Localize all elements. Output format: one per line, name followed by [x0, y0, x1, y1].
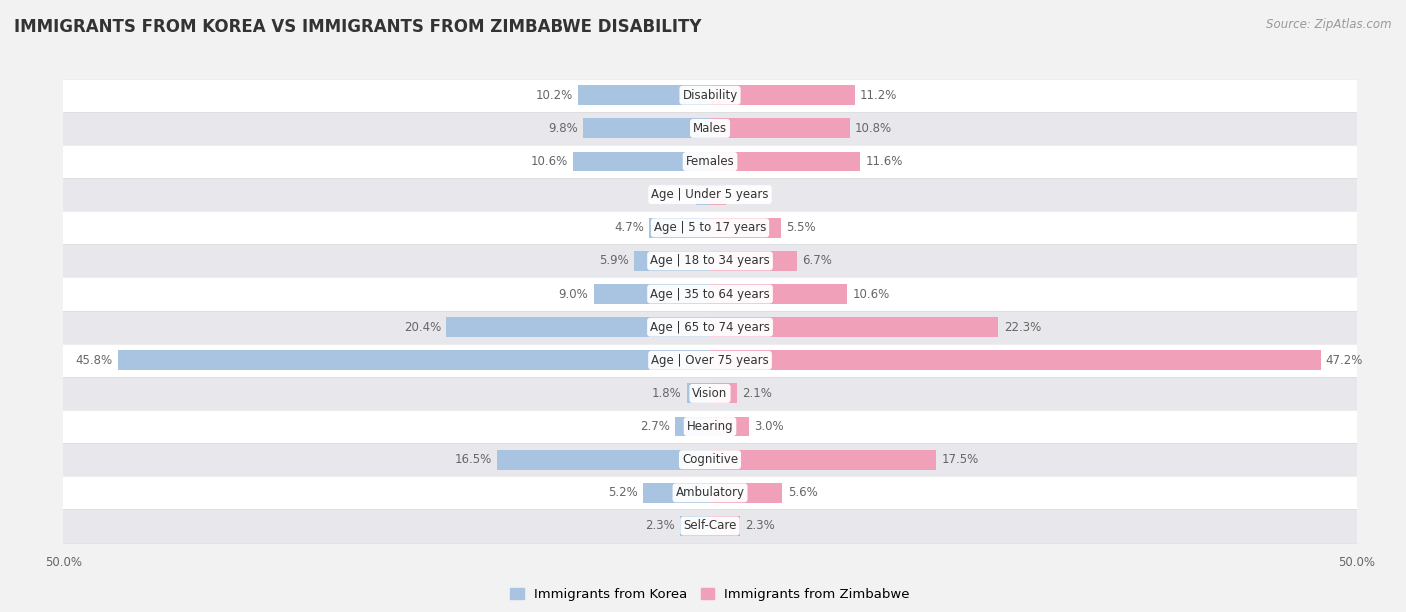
Text: Self-Care: Self-Care	[683, 520, 737, 532]
Text: 10.6%: 10.6%	[852, 288, 890, 300]
Text: Age | 65 to 74 years: Age | 65 to 74 years	[650, 321, 770, 334]
Text: 6.7%: 6.7%	[801, 255, 832, 267]
Bar	[686, 384, 710, 403]
Bar	[710, 384, 737, 403]
Text: Disability: Disability	[682, 89, 738, 102]
Text: Vision: Vision	[692, 387, 728, 400]
Text: Females: Females	[686, 155, 734, 168]
Text: 22.3%: 22.3%	[1004, 321, 1040, 334]
Bar	[710, 251, 797, 271]
Text: 4.7%: 4.7%	[614, 222, 644, 234]
Bar	[63, 211, 1357, 244]
Bar	[63, 145, 1357, 178]
Bar	[710, 317, 998, 337]
Text: 47.2%: 47.2%	[1326, 354, 1364, 367]
Bar	[63, 79, 1357, 112]
Legend: Immigrants from Korea, Immigrants from Zimbabwe: Immigrants from Korea, Immigrants from Z…	[505, 583, 915, 606]
Text: Source: ZipAtlas.com: Source: ZipAtlas.com	[1267, 18, 1392, 31]
Bar	[63, 344, 1357, 377]
Text: 10.8%: 10.8%	[855, 122, 891, 135]
Text: 2.3%: 2.3%	[645, 520, 675, 532]
Bar	[710, 483, 783, 503]
Bar	[63, 178, 1357, 211]
Bar	[710, 417, 749, 436]
Bar	[63, 377, 1357, 410]
Bar	[63, 476, 1357, 509]
Bar	[63, 112, 1357, 145]
Text: 5.5%: 5.5%	[786, 222, 815, 234]
Text: 17.5%: 17.5%	[942, 453, 979, 466]
Bar	[496, 450, 710, 469]
Bar	[710, 152, 860, 171]
Bar	[63, 277, 1357, 311]
Text: IMMIGRANTS FROM KOREA VS IMMIGRANTS FROM ZIMBABWE DISABILITY: IMMIGRANTS FROM KOREA VS IMMIGRANTS FROM…	[14, 18, 702, 36]
Bar	[710, 185, 725, 204]
Bar	[593, 284, 710, 304]
Text: Hearing: Hearing	[686, 420, 734, 433]
Text: 1.1%: 1.1%	[661, 188, 690, 201]
Text: 3.0%: 3.0%	[754, 420, 783, 433]
Text: 1.8%: 1.8%	[652, 387, 682, 400]
Bar	[63, 310, 1357, 344]
Bar	[710, 85, 855, 105]
Bar	[710, 350, 1320, 370]
Bar	[710, 516, 740, 536]
Bar	[63, 244, 1357, 277]
Text: Males: Males	[693, 122, 727, 135]
Text: Age | 5 to 17 years: Age | 5 to 17 years	[654, 222, 766, 234]
Bar	[63, 410, 1357, 443]
Text: 1.2%: 1.2%	[731, 188, 761, 201]
Text: 5.6%: 5.6%	[787, 487, 817, 499]
Text: Age | 18 to 34 years: Age | 18 to 34 years	[650, 255, 770, 267]
Bar	[681, 516, 710, 536]
Text: 11.2%: 11.2%	[860, 89, 897, 102]
Bar	[634, 251, 710, 271]
Text: 20.4%: 20.4%	[404, 321, 441, 334]
Bar	[710, 450, 936, 469]
Text: Age | Under 5 years: Age | Under 5 years	[651, 188, 769, 201]
Text: 45.8%: 45.8%	[76, 354, 112, 367]
Text: Age | 35 to 64 years: Age | 35 to 64 years	[650, 288, 770, 300]
Bar	[578, 85, 710, 105]
Bar	[650, 218, 710, 237]
Bar	[675, 417, 710, 436]
Bar	[710, 119, 849, 138]
Bar	[696, 185, 710, 204]
Text: Age | Over 75 years: Age | Over 75 years	[651, 354, 769, 367]
Text: 2.7%: 2.7%	[640, 420, 669, 433]
Text: 11.6%: 11.6%	[865, 155, 903, 168]
Text: 10.6%: 10.6%	[530, 155, 568, 168]
Bar	[710, 218, 782, 237]
Text: Cognitive: Cognitive	[682, 453, 738, 466]
Text: 10.2%: 10.2%	[536, 89, 572, 102]
Text: 5.9%: 5.9%	[599, 255, 628, 267]
Bar	[63, 509, 1357, 542]
Text: Ambulatory: Ambulatory	[675, 487, 745, 499]
Bar	[63, 443, 1357, 476]
Text: 2.1%: 2.1%	[742, 387, 772, 400]
Bar	[572, 152, 710, 171]
Bar	[118, 350, 710, 370]
Bar	[583, 119, 710, 138]
Bar	[446, 317, 710, 337]
Text: 5.2%: 5.2%	[607, 487, 637, 499]
Text: 9.0%: 9.0%	[558, 288, 589, 300]
Bar	[710, 284, 848, 304]
Bar	[643, 483, 710, 503]
Text: 2.3%: 2.3%	[745, 520, 775, 532]
Text: 9.8%: 9.8%	[548, 122, 578, 135]
Text: 16.5%: 16.5%	[454, 453, 492, 466]
